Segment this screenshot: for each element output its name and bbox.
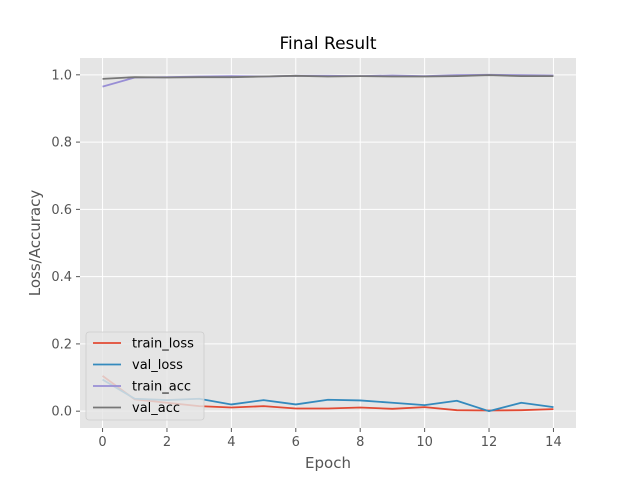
x-tick-label: 10 <box>416 435 433 450</box>
y-tick-label: 0.4 <box>51 270 72 285</box>
x-tick-label: 2 <box>163 435 171 450</box>
legend-box <box>85 331 205 421</box>
legend: train_loss val_loss train_acc val_acc <box>85 331 205 421</box>
x-axis-label: Epoch <box>305 454 351 472</box>
legend-label-val-loss: val_loss <box>132 358 183 373</box>
chart-title: Final Result <box>279 34 376 54</box>
x-tick-label: 4 <box>227 435 235 450</box>
y-axis-label: Loss/Accuracy <box>26 190 44 297</box>
y-tick-label: 0.6 <box>51 203 72 218</box>
y-tick-label: 1.0 <box>51 68 72 83</box>
x-tick-label: 6 <box>292 435 300 450</box>
y-tick-label: 0.0 <box>51 405 72 420</box>
y-tick-label: 0.8 <box>51 136 72 151</box>
x-tick-label: 8 <box>356 435 364 450</box>
legend-label-val-acc: val_acc <box>132 401 180 416</box>
series-line-val-acc <box>102 74 554 80</box>
x-tick-label: 0 <box>98 435 106 450</box>
ticks: 0 2 4 6 8 10 12 14 0.0 0.2 0.4 0.6 0.8 1.0 <box>51 68 561 450</box>
legend-label-train-loss: train_loss <box>132 337 194 352</box>
legend-label-train-acc: train_acc <box>132 380 191 395</box>
x-tick-label: 14 <box>545 435 562 450</box>
y-tick-label: 0.2 <box>51 337 72 352</box>
x-tick-label: 12 <box>481 435 498 450</box>
